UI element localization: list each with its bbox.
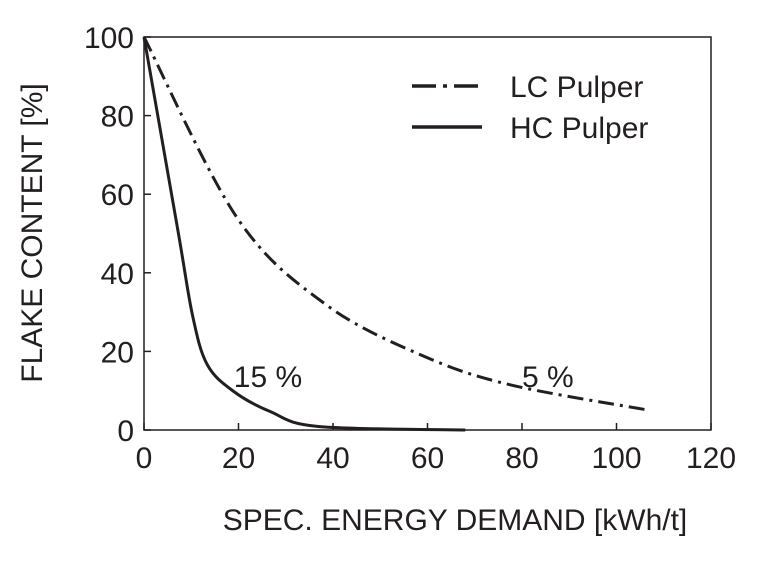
y-tick-label: 100	[84, 22, 134, 55]
legend-label: HC Pulper	[510, 112, 648, 145]
y-tick-label: 80	[101, 101, 134, 134]
x-tick-label: 120	[686, 442, 736, 475]
y-tick-label: 40	[101, 258, 134, 291]
x-tick-label: 80	[505, 442, 538, 475]
x-tick-label: 20	[222, 442, 255, 475]
y-axis-label: FLAKE CONTENT [%]	[16, 83, 49, 383]
x-tick-label: 100	[591, 442, 641, 475]
x-tick-label: 60	[411, 442, 444, 475]
y-tick-label: 0	[117, 415, 134, 448]
curve-annotation: 5 %	[522, 361, 574, 394]
series-line-hc-pulper	[142, 36, 466, 432]
x-tick-label: 40	[316, 442, 349, 475]
legend-label: LC Pulper	[510, 71, 643, 104]
curve-annotation: 15 %	[234, 361, 302, 394]
y-tick-label: 60	[101, 179, 134, 212]
x-axis-label: SPEC. ENERGY DEMAND [kWh/t]	[223, 504, 688, 537]
y-tick-label: 20	[101, 336, 134, 369]
x-tick-label: 0	[136, 442, 153, 475]
